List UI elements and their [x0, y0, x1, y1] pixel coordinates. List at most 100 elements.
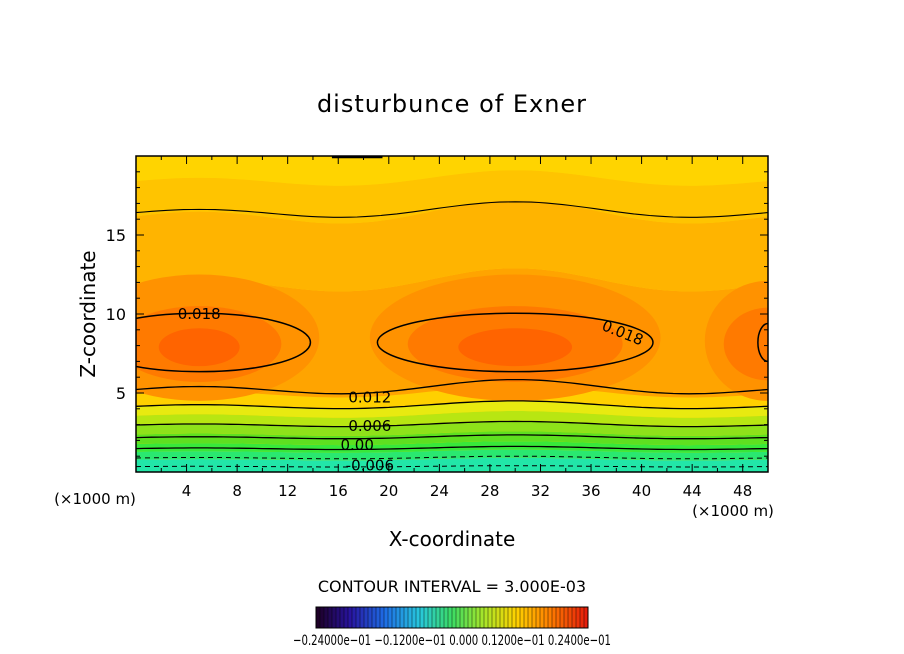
y-tick-label: 10 [106, 305, 126, 324]
contour-line-0.00 [136, 445, 768, 451]
colorbar-cell [560, 607, 565, 628]
colorbar-cell [572, 607, 577, 628]
contour-interval-text: CONTOUR INTERVAL = 3.000E-03 [318, 577, 586, 596]
colorbar-cell [332, 607, 337, 628]
contour-label: 0.018 [178, 305, 221, 323]
contour-plot-area [136, 156, 768, 472]
colorbar-cell [552, 607, 557, 628]
y-tick-label: 5 [116, 384, 126, 403]
contour-band [136, 457, 768, 472]
maximum-inner [458, 328, 573, 367]
colorbar-cell [440, 607, 445, 628]
contour-lines [136, 156, 768, 468]
x-unit-right: (×1000 m) [692, 502, 774, 520]
maximum-inner [158, 328, 240, 367]
colorbar-cell [492, 607, 497, 628]
colorbar-cell [324, 607, 329, 628]
contour-line-0.018 [757, 322, 768, 363]
contour-label: -0.006 [346, 457, 394, 475]
colorbar-cell [388, 607, 393, 628]
x-tick-label: 4 [182, 482, 192, 500]
colorbar-cell [464, 607, 469, 628]
colorbar-cell [460, 607, 465, 628]
contour-label-text: -0.006 [346, 457, 394, 475]
colorbar-cell [360, 607, 365, 628]
contour-maxima [136, 274, 768, 401]
x-axis-ticks: 4 8 12 16 20 24 28 32 36 40 44 48 [160, 156, 752, 500]
x-tick-label: 32 [531, 482, 550, 500]
colorbar-cell [424, 607, 429, 628]
colorbar-cell [392, 607, 397, 628]
colorbar-cell [468, 607, 473, 628]
colorbar-cell [340, 607, 345, 628]
colorbar-cell [408, 607, 413, 628]
colorbar-cell [448, 607, 453, 628]
x-tick-label: 44 [683, 482, 702, 500]
colorbar-cell [496, 607, 501, 628]
contour-label-text: 0.018 [178, 305, 221, 323]
contour-label-text: 0.012 [348, 389, 391, 407]
colorbar-cell [512, 607, 517, 628]
x-tick-label: 48 [733, 482, 752, 500]
contour-band [136, 156, 768, 186]
contour-label: 0.006 [348, 417, 391, 435]
colorbar-cell [472, 607, 477, 628]
colorbar-cell [576, 607, 581, 628]
colorbar-cell [544, 607, 549, 628]
contour-band [136, 411, 768, 427]
x-unit-left: (×1000 m) [54, 490, 136, 508]
colorbar-cell [400, 607, 405, 628]
colorbar-cell [380, 607, 385, 628]
colorbar-cell [524, 607, 529, 628]
colorbar-frame [315, 606, 589, 629]
contour-band [136, 400, 768, 418]
colorbar-cell [412, 607, 417, 628]
colorbar-cell [436, 607, 441, 628]
contour-label-text: 0.006 [348, 417, 391, 435]
colorbar-cell [532, 607, 537, 628]
colorbar-cell [484, 607, 489, 628]
colorbar-cell [508, 607, 513, 628]
colorbar-cell [316, 607, 321, 628]
colorbar-cell [488, 607, 493, 628]
colorbar-cell [452, 607, 457, 628]
maximum-middle [723, 307, 768, 381]
colorbar-cell [536, 607, 541, 628]
y-tick-label: 15 [106, 226, 126, 245]
x-tick-label: 36 [581, 482, 600, 500]
colorbar-cell [404, 607, 409, 628]
contour-line [136, 434, 768, 440]
contour-label: 0.012 [348, 389, 391, 407]
colorbar-cell [328, 607, 333, 628]
x-tick-label: 12 [278, 482, 297, 500]
contour-label-text: 0.00 [340, 436, 373, 454]
colorbar-cell [372, 607, 377, 628]
colorbar-cell [396, 607, 401, 628]
colorbar-cell [444, 607, 449, 628]
contour-line-negative [136, 465, 768, 468]
contour-line [136, 400, 768, 410]
colorbar-cell [416, 607, 421, 628]
colorbar-cell [320, 607, 325, 628]
contour-line-0.018 [136, 312, 312, 373]
colorbar-cell [476, 607, 481, 628]
y-axis-label: Z-coordinate [76, 250, 100, 377]
colorbar-cell [336, 607, 341, 628]
colorbar-cell [356, 607, 361, 628]
colorbar-cell [516, 607, 521, 628]
colorbar-cell [528, 607, 533, 628]
x-tick-label: 40 [632, 482, 651, 500]
contour-line-negative [136, 455, 768, 460]
colorbar-cell [348, 607, 353, 628]
colorbar-cell [548, 607, 553, 628]
colorbar-cell [540, 607, 545, 628]
colorbar-cell [376, 607, 381, 628]
x-tick-label: 28 [480, 482, 499, 500]
contour-line-0.006 [136, 420, 768, 428]
contour-line [136, 201, 768, 218]
colorbar-cell [384, 607, 389, 628]
colorbar-cell [352, 607, 357, 628]
colorbar-cell [556, 607, 561, 628]
x-tick-label: 20 [379, 482, 398, 500]
